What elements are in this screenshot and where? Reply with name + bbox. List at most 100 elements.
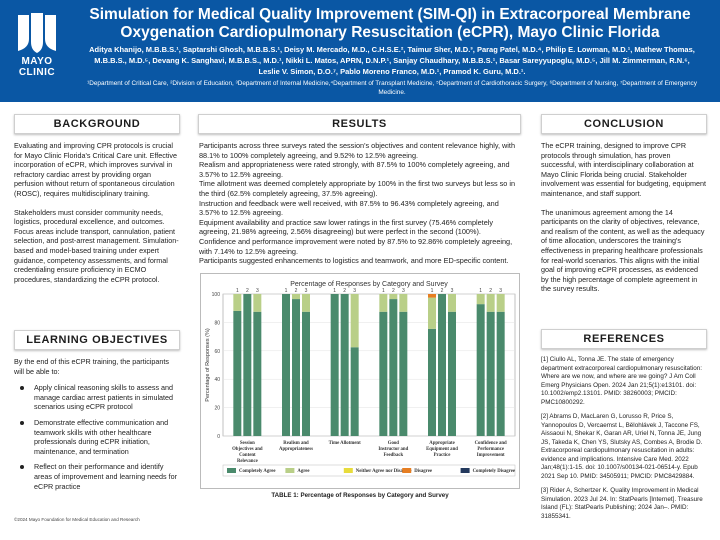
survey-number-label: 1: [285, 288, 288, 294]
bar-segment: [253, 294, 262, 312]
learning-objectives-body: By the end of this eCPR training, the pa…: [14, 357, 180, 497]
legend-label: Agree: [297, 469, 309, 474]
affiliations: ¹Department of Critical Care, ²Division …: [87, 80, 697, 96]
survey-number-label: 2: [441, 288, 444, 294]
bar-segment: [428, 297, 436, 329]
background-body: Evaluating and improving CPR protocols i…: [14, 141, 180, 293]
list-item: Reflect on their performance and identif…: [14, 462, 180, 491]
learning-objectives-heading: LEARNING OBJECTIVES: [14, 330, 180, 350]
bar-segment: [350, 347, 359, 436]
results-line: Participants across three surveys rated …: [199, 141, 515, 160]
survey-number-label: 1: [333, 288, 336, 294]
bar-segment: [486, 311, 495, 436]
survey-number-label: 1: [479, 288, 482, 294]
learning-objectives-intro: By the end of this eCPR training, the pa…: [14, 357, 170, 376]
bar-segment: [379, 311, 388, 436]
reference-item: [3] Rider A, Schertzer K. Quality Improv…: [541, 487, 703, 520]
survey-number-label: 3: [305, 288, 308, 294]
bar-segment: [379, 294, 388, 312]
y-tick-label: 0: [217, 434, 220, 440]
poster-header: MAYO CLINIC Simulation for Medical Quali…: [0, 0, 720, 102]
bar-segment: [399, 311, 408, 436]
legend-swatch: [227, 468, 236, 473]
x-category-label: Good: [388, 441, 400, 446]
chart-title: Percentage of Responses by Category and …: [290, 281, 448, 288]
survey-number-label: 1: [236, 288, 239, 294]
survey-number-label: 1: [382, 288, 385, 294]
y-axis-label: Percentage of Responses (%): [205, 328, 211, 402]
bar-segment: [438, 294, 446, 436]
bar-segment: [340, 294, 349, 436]
x-category-label: Instructor and: [378, 447, 408, 452]
conclusion-paragraph: The unanimous agreement among the 14 par…: [541, 207, 705, 294]
survey-number-label: 2: [392, 288, 395, 294]
survey-number-label: 2: [489, 288, 492, 294]
conclusion-paragraph: The eCPR training, designed to improve C…: [541, 141, 707, 198]
background-paragraph: Evaluating and improving CPR protocols i…: [14, 141, 178, 198]
results-line: Instruction and feedback were well recei…: [199, 198, 499, 218]
x-category-label: Improvement: [477, 453, 505, 458]
legend-box: [222, 464, 516, 477]
bar-segment: [233, 310, 242, 436]
survey-number-label: 2: [343, 288, 346, 294]
legend-swatch: [460, 468, 470, 473]
logo-text-mayo: MAYO: [21, 56, 53, 67]
results-chart: Percentage of Responses by Category and …: [200, 273, 520, 489]
results-heading: RESULTS: [198, 114, 521, 134]
x-category-label: Appropriate: [429, 441, 455, 446]
survey-number-label: 2: [246, 288, 249, 294]
results-line: Realism and appropriateness were rated s…: [199, 160, 510, 179]
bar-segment: [389, 299, 398, 436]
plot-area: [222, 293, 516, 437]
title-line-2: Oxygenation Cardiopulmonary Resuscitatio…: [120, 24, 660, 41]
background-paragraph: Stakeholders must consider community nee…: [14, 207, 179, 284]
survey-number-label: 3: [499, 288, 502, 294]
title-line-1: Simulation for Medical Quality Improveme…: [89, 6, 691, 23]
bar-segment: [389, 294, 398, 300]
x-category-label: Performance: [477, 447, 504, 452]
bar-segment: [496, 311, 505, 436]
x-category-label: Session: [240, 441, 255, 446]
list-item: Apply clinical reasoning skills to asses…: [14, 383, 180, 412]
results-line: Time allotment was deemed completely app…: [199, 179, 516, 198]
survey-number-label: 1: [431, 288, 434, 294]
y-tick-label: 40: [214, 377, 220, 383]
stacked-bar-chart: Percentage of Responses by Category and …: [205, 281, 516, 477]
poster-title: Simulation for Medical Quality Improveme…: [70, 6, 710, 42]
survey-number-label: 3: [256, 288, 259, 294]
list-item: Demonstrate effective communication and …: [14, 418, 180, 456]
results-body: Participants across three surveys rated …: [199, 141, 520, 275]
references-heading: REFERENCES: [541, 329, 707, 349]
x-category-label: Equipment and: [426, 447, 458, 452]
results-line: Participants suggested enhancements to l…: [199, 256, 509, 266]
copyright-notice: ©2024 Mayo Foundation for Medical Educat…: [14, 517, 140, 522]
bar-segment: [282, 294, 290, 436]
bar-segment: [476, 304, 485, 436]
x-category-label: Appropriateness: [279, 447, 313, 452]
mayo-clinic-logo: MAYO CLINIC: [14, 12, 60, 80]
background-heading: BACKGROUND: [14, 114, 180, 134]
legend-swatch: [285, 468, 295, 473]
bar-segment: [253, 311, 262, 436]
x-category-label: Practice: [434, 453, 451, 458]
learning-objectives-list: Apply clinical reasoning skills to asses…: [14, 383, 180, 491]
y-tick-label: 20: [214, 406, 220, 412]
bar-segment: [448, 294, 456, 312]
x-category-label: Confidence and: [475, 441, 507, 446]
bar-segment: [476, 294, 485, 305]
bar-segment: [428, 294, 436, 298]
bar-segment: [243, 294, 252, 436]
bar-segment: [302, 294, 310, 312]
reference-item: [1] Ciullo AL, Tonna JE. The state of em…: [541, 356, 703, 406]
bar-segment: [302, 311, 310, 436]
x-category-label: Relevance: [237, 459, 258, 464]
legend-label: Completely Disagree: [473, 469, 515, 474]
legend-swatch: [402, 468, 412, 473]
bar-segment: [496, 294, 505, 312]
y-tick-label: 60: [214, 349, 220, 355]
legend-label: Neither Agree nor Disagree: [356, 469, 412, 474]
bar-segment: [292, 294, 300, 300]
x-category-label: Time Allotment: [329, 441, 361, 446]
reference-item: [2] Abrams D, MacLaren G, Lorusso R, Pri…: [541, 413, 703, 480]
references-list: [1] Ciullo AL, Tonna JE. The state of em…: [541, 356, 707, 527]
